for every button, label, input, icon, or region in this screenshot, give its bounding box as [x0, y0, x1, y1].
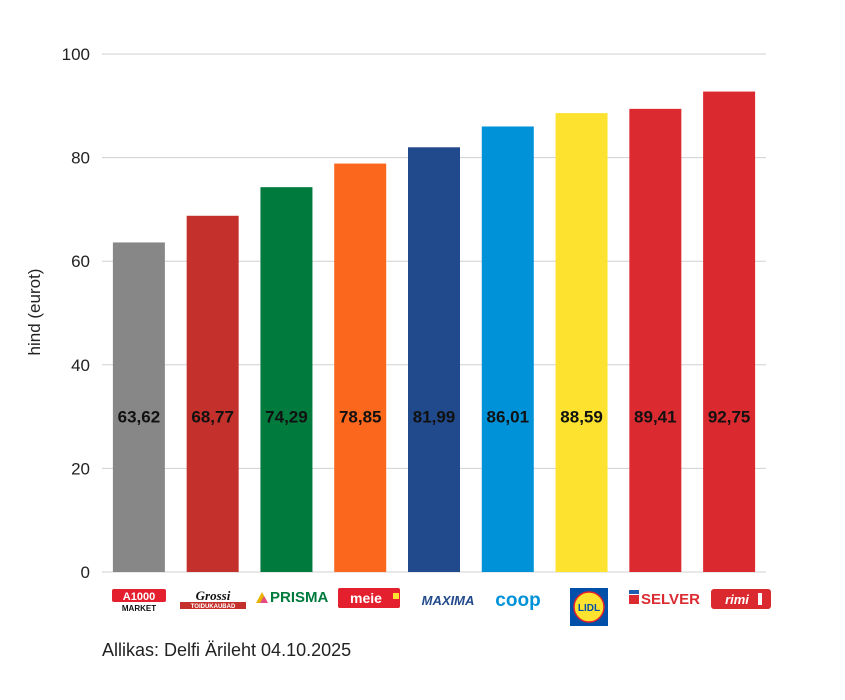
- data-label-6: 86,01: [487, 408, 530, 427]
- bar-9: [703, 91, 756, 573]
- logo-prisma-text: PRISMA: [270, 589, 329, 606]
- source-caption: Allikas: Delfi Ärileht 04.10.2025: [102, 640, 352, 660]
- bar-4: [334, 163, 387, 572]
- data-label-3: 74,29: [265, 408, 308, 427]
- data-label-4: 78,85: [339, 408, 382, 427]
- data-label-7: 88,59: [560, 408, 603, 427]
- logo-prisma: PRISMA: [256, 589, 329, 606]
- logo-meie: meie: [338, 588, 400, 608]
- data-labels: 63,62 68,77 74,29 78,85 81,99 86,01 88,59 89,41…: [118, 408, 751, 427]
- bar-7: [555, 113, 608, 573]
- logo-selver: SELVER: [629, 590, 700, 608]
- bar-1: [112, 242, 165, 572]
- data-label-1: 63,62: [118, 408, 161, 427]
- bar-8: [629, 108, 682, 572]
- logo-maxima: MAXIMA: [422, 593, 475, 608]
- y-tick-label: 80: [71, 149, 90, 168]
- logo-a1000-subtext: MARKET: [122, 604, 156, 613]
- logo-a1000: A1000 MARKET: [112, 589, 166, 613]
- data-label-8: 89,41: [634, 408, 677, 427]
- bar-3: [260, 187, 313, 572]
- logo-lidl: LIDL: [570, 588, 608, 626]
- y-tick-label: 0: [81, 563, 90, 582]
- y-tick-label: 20: [71, 459, 90, 478]
- bar-2: [186, 215, 239, 572]
- bar-5: [408, 147, 460, 572]
- bars: [112, 91, 756, 573]
- y-tick-label: 100: [62, 45, 90, 64]
- logo-meie-text: meie: [350, 590, 382, 606]
- logo-grossi-text: Grossi: [196, 588, 231, 603]
- logo-grossi: Grossi TOIDUKAUBAD: [180, 588, 246, 610]
- logo-rimi-text: rimi: [725, 592, 749, 607]
- logo-selver-text: SELVER: [641, 591, 700, 608]
- logo-maxima-text: MAXIMA: [422, 593, 475, 608]
- bar-6: [481, 126, 534, 572]
- y-axis-label: hind (eurot): [25, 269, 44, 356]
- data-label-2: 68,77: [191, 408, 234, 427]
- data-label-9: 92,75: [708, 408, 751, 427]
- logo-rimi: rimi: [711, 589, 771, 609]
- data-label-5: 81,99: [413, 408, 456, 427]
- y-tick-label: 40: [71, 356, 90, 375]
- logo-grossi-subtext: TOIDUKAUBAD: [191, 604, 236, 610]
- y-axis-ticks: 0 20 40 60 80 100: [62, 45, 90, 582]
- logo-coop: coop: [495, 590, 540, 611]
- y-tick-label: 60: [71, 252, 90, 271]
- logo-lidl-text: LIDL: [578, 603, 600, 614]
- logo-coop-text: coop: [495, 590, 540, 611]
- logo-a1000-text: A1000: [123, 591, 155, 603]
